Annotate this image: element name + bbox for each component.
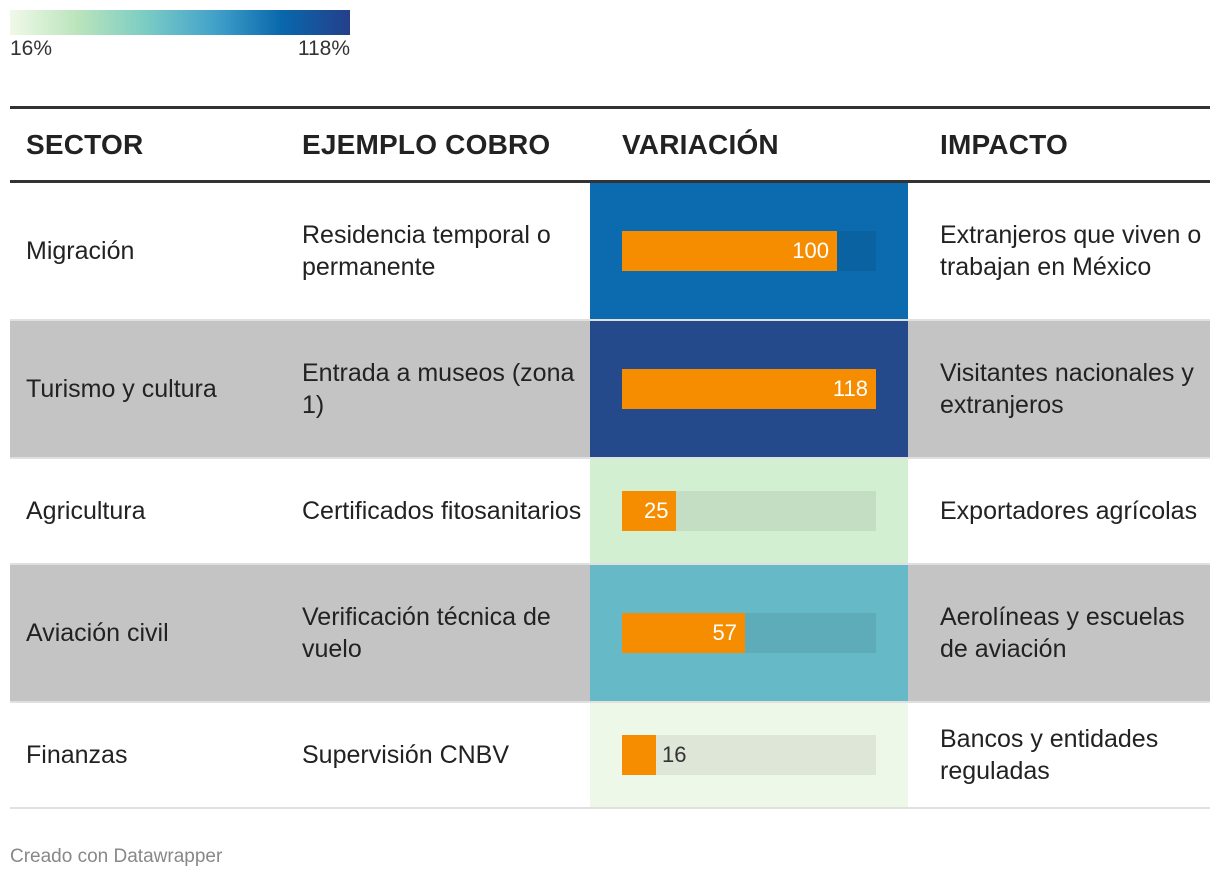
header-ejemplo[interactable]: EJEMPLO COBRO [302, 129, 551, 160]
header-variacion[interactable]: VARIACIÓN [622, 129, 779, 160]
legend-gradient-bar [10, 10, 350, 35]
header-impacto[interactable]: IMPACTO [940, 129, 1068, 160]
header-sector[interactable]: SECTOR [26, 129, 144, 160]
cell-impacto: Extranjeros que viven o trabajan en Méxi… [940, 221, 1202, 281]
cell-variacion: 25 [590, 459, 908, 563]
cell-impacto: Bancos y entidades reguladas [940, 725, 1159, 785]
cell-impacto: Exportadores agrícolas [940, 497, 1198, 525]
bar-mark [622, 735, 656, 775]
cell-variacion: 100 [590, 183, 908, 319]
table-row: Migración Residencia temporal o permanent… [10, 183, 1210, 321]
bar-track: 57 [622, 613, 876, 653]
legend-labels: 16% 118% [10, 35, 350, 61]
bar-track: 100 [622, 231, 876, 271]
bar-value-label: 100 [792, 238, 829, 263]
cell-sector: Aviación civil [26, 619, 169, 647]
bar-track: 16 [622, 735, 876, 775]
legend-max-label: 118% [297, 37, 350, 60]
cell-variacion: 16 [590, 703, 908, 807]
credit-text: Creado con Datawrapper [10, 846, 223, 867]
table-row: Agricultura Certificados fitosanitarios 25… [10, 459, 1210, 565]
bar-value-label: 57 [712, 620, 737, 645]
bar-mark [622, 613, 745, 653]
cell-ejemplo: Residencia temporal o permanente [302, 221, 551, 281]
cell-variacion: 118 [590, 321, 908, 457]
cell-ejemplo: Certificados fitosanitarios [302, 497, 582, 525]
cell-ejemplo: Verificación técnica de vuelo [302, 603, 551, 663]
bar-track: 118 [622, 369, 876, 409]
cell-variacion: 57 [590, 565, 908, 701]
cell-sector: Turismo y cultura [26, 375, 217, 403]
cell-sector: Finanzas [26, 741, 128, 769]
bar-value-label: 118 [832, 376, 868, 401]
cell-impacto: Visitantes nacionales y extranjeros [940, 359, 1194, 419]
bar-track: 25 [622, 491, 876, 531]
cell-sector: Migración [26, 237, 135, 265]
table-row: Turismo y cultura Entrada a museos (zona … [10, 321, 1210, 459]
bar-value-label: 16 [662, 742, 687, 767]
data-table: SECTOR EJEMPLO COBRO VARIACIÓN IMPACTO M… [10, 106, 1210, 809]
color-legend: 16% 118% [10, 10, 350, 61]
bar-mark [622, 369, 876, 409]
cell-ejemplo: Entrada a museos (zona 1) [302, 359, 575, 419]
table-row: Aviación civil Verificación técnica de vu… [10, 565, 1210, 703]
legend-min-label: 16% [10, 37, 53, 60]
table-body: Migración Residencia temporal o permanent… [10, 183, 1210, 809]
cell-ejemplo: Supervisión CNBV [302, 741, 510, 769]
bar-mark [622, 491, 676, 531]
bar-mark [622, 231, 837, 271]
table-row: Finanzas Supervisión CNBV 16 Bancos y entid… [10, 703, 1210, 809]
bar-value-label: 25 [644, 498, 669, 523]
cell-impacto: Aerolíneas y escuelas de aviación [940, 603, 1185, 663]
table-header: SECTOR EJEMPLO COBRO VARIACIÓN IMPACTO [10, 109, 1210, 183]
cell-sector: Agricultura [26, 497, 146, 525]
